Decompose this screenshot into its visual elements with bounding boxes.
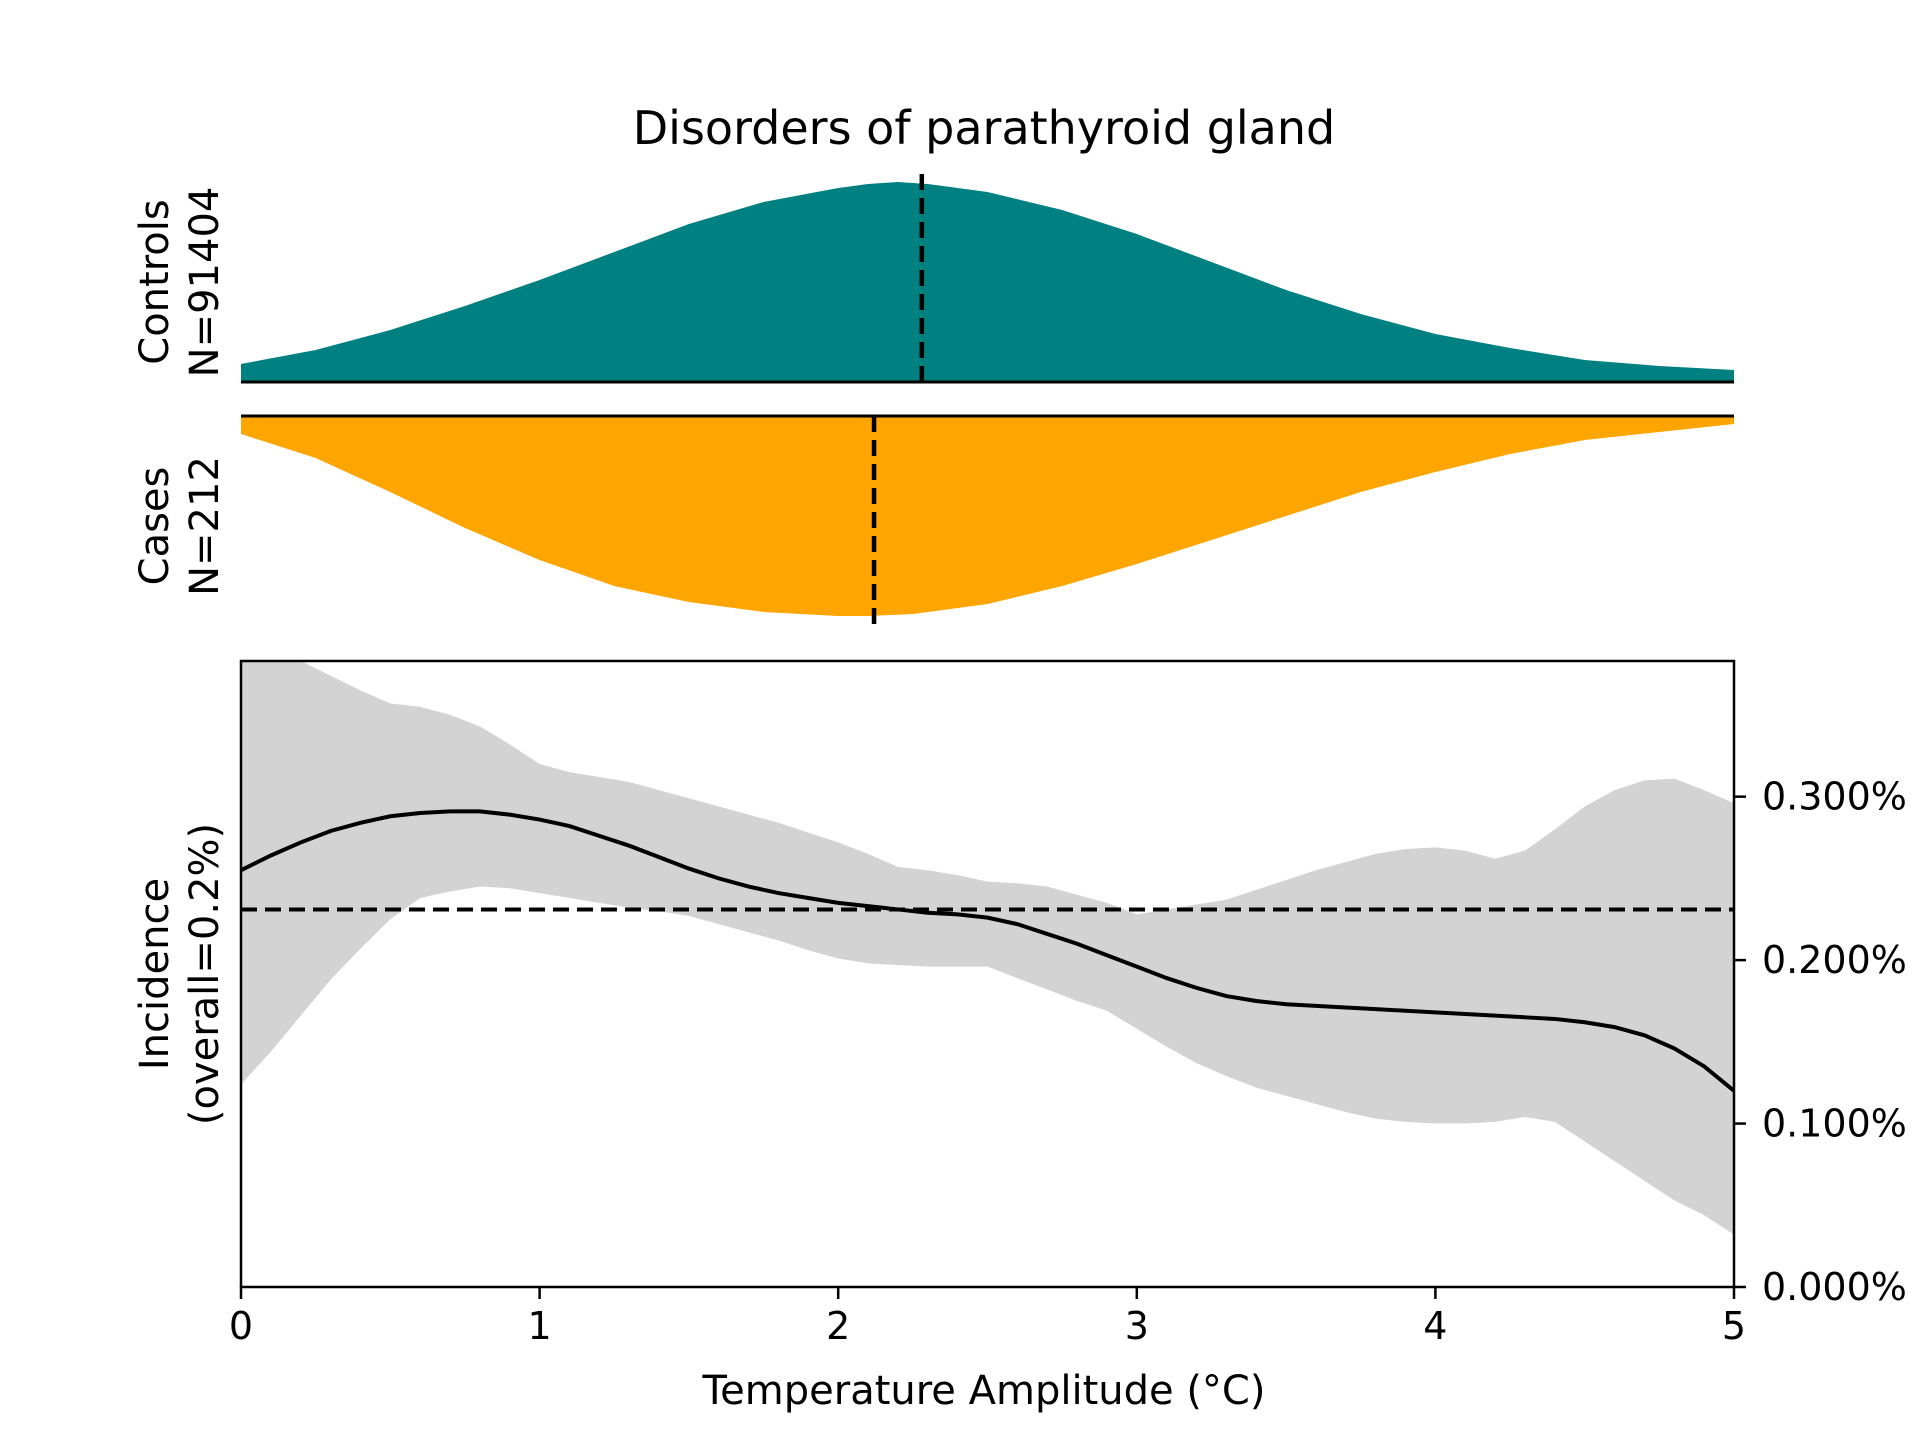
- cases-count-label: N=212: [182, 456, 228, 596]
- x-tick-label: 2: [826, 1304, 850, 1348]
- x-tick-label: 1: [528, 1304, 552, 1348]
- incidence-line: [241, 809, 1734, 1093]
- x-axis-label: Temperature Amplitude (°C): [702, 1368, 1266, 1414]
- controls-label: Controls: [132, 199, 178, 364]
- y-tick-label: 0.300%: [1762, 775, 1907, 819]
- cases-label: Cases: [132, 467, 178, 586]
- y-tick-label: 0.100%: [1762, 1102, 1907, 1146]
- y-axis-label-note: (overall=0.2%): [182, 823, 228, 1125]
- chart-title: Disorders of parathyroid gland: [633, 101, 1335, 155]
- controls-density-area: [241, 182, 1734, 382]
- y-tick-label: 0.200%: [1762, 938, 1907, 982]
- y-tick-label: 0.000%: [1762, 1265, 1907, 1309]
- x-tick-label: 0: [229, 1304, 253, 1348]
- confidence-band: [241, 661, 1734, 1235]
- cases-density-area: [241, 416, 1734, 616]
- y-axis-ticks: 0.000% 0.100% 0.200% 0.300%: [1734, 775, 1907, 1309]
- x-axis-ticks: 0 1 2 3 4 5: [229, 1287, 1746, 1348]
- cases-panel: Cases N=212: [132, 414, 1734, 624]
- x-tick-label: 5: [1722, 1304, 1746, 1348]
- plot-frame: [239, 659, 1736, 1289]
- controls-panel: Controls N=91404: [132, 174, 1734, 384]
- incidence-panel: 0 1 2 3 4 5 0.000% 0.100% 0.200% 0.300% Temperat…: [132, 659, 1907, 1414]
- y-axis-label: Incidence: [132, 878, 178, 1070]
- x-tick-label: 3: [1125, 1304, 1149, 1348]
- x-tick-label: 4: [1423, 1304, 1447, 1348]
- controls-count-label: N=91404: [182, 187, 228, 378]
